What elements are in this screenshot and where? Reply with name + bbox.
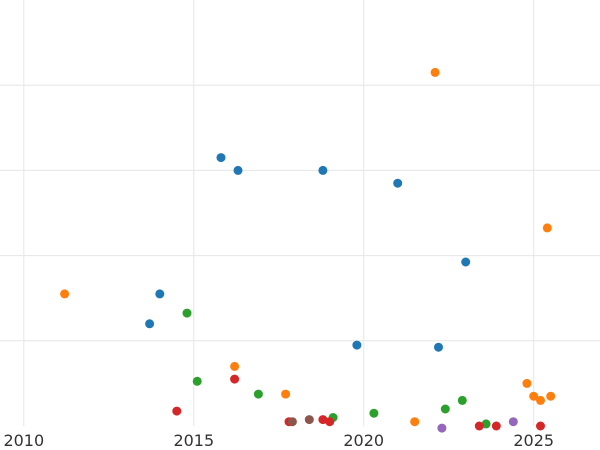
data-point bbox=[253, 389, 263, 399]
data-point bbox=[369, 408, 379, 418]
data-point bbox=[491, 421, 501, 431]
data-point bbox=[155, 289, 165, 299]
x-tick-label: 2015 bbox=[173, 431, 214, 450]
data-point bbox=[172, 406, 182, 416]
data-point bbox=[481, 419, 491, 429]
x-tick-label: 2010 bbox=[3, 431, 44, 450]
data-point bbox=[536, 395, 545, 405]
data-point bbox=[281, 389, 291, 399]
series-1 bbox=[60, 67, 556, 427]
series-5 bbox=[287, 415, 314, 427]
x-tick-label: 2020 bbox=[343, 431, 384, 450]
data-point bbox=[457, 395, 467, 405]
data-point bbox=[440, 404, 450, 414]
data-point bbox=[182, 308, 192, 318]
grid bbox=[0, 0, 600, 426]
data-point bbox=[230, 374, 240, 384]
data-point bbox=[352, 340, 362, 350]
data-point bbox=[145, 319, 155, 329]
data-point bbox=[60, 289, 70, 299]
series-4 bbox=[437, 417, 518, 433]
data-point bbox=[536, 421, 545, 431]
x-axis-ticks: 2010 2015 2020 2025 bbox=[3, 431, 554, 450]
data-points bbox=[60, 67, 556, 433]
data-point bbox=[508, 417, 518, 427]
series-0 bbox=[145, 153, 471, 352]
data-point bbox=[430, 67, 440, 77]
data-point bbox=[410, 417, 420, 427]
data-point bbox=[325, 417, 335, 427]
data-point bbox=[304, 415, 314, 425]
data-point bbox=[542, 223, 552, 233]
x-tick-label: 2025 bbox=[513, 431, 554, 450]
data-point bbox=[318, 415, 328, 425]
data-point bbox=[529, 391, 539, 401]
data-point bbox=[474, 421, 484, 431]
data-point bbox=[437, 423, 447, 433]
data-point bbox=[318, 165, 328, 175]
data-point bbox=[461, 257, 471, 267]
series-3 bbox=[172, 374, 545, 431]
series-2 bbox=[182, 308, 491, 429]
data-point bbox=[192, 376, 202, 386]
data-point bbox=[522, 378, 532, 388]
data-point bbox=[230, 361, 240, 371]
data-point bbox=[287, 417, 297, 427]
data-point bbox=[393, 178, 403, 188]
data-point bbox=[233, 165, 243, 175]
data-point bbox=[434, 342, 443, 352]
data-point bbox=[216, 153, 226, 163]
data-point bbox=[546, 391, 556, 401]
